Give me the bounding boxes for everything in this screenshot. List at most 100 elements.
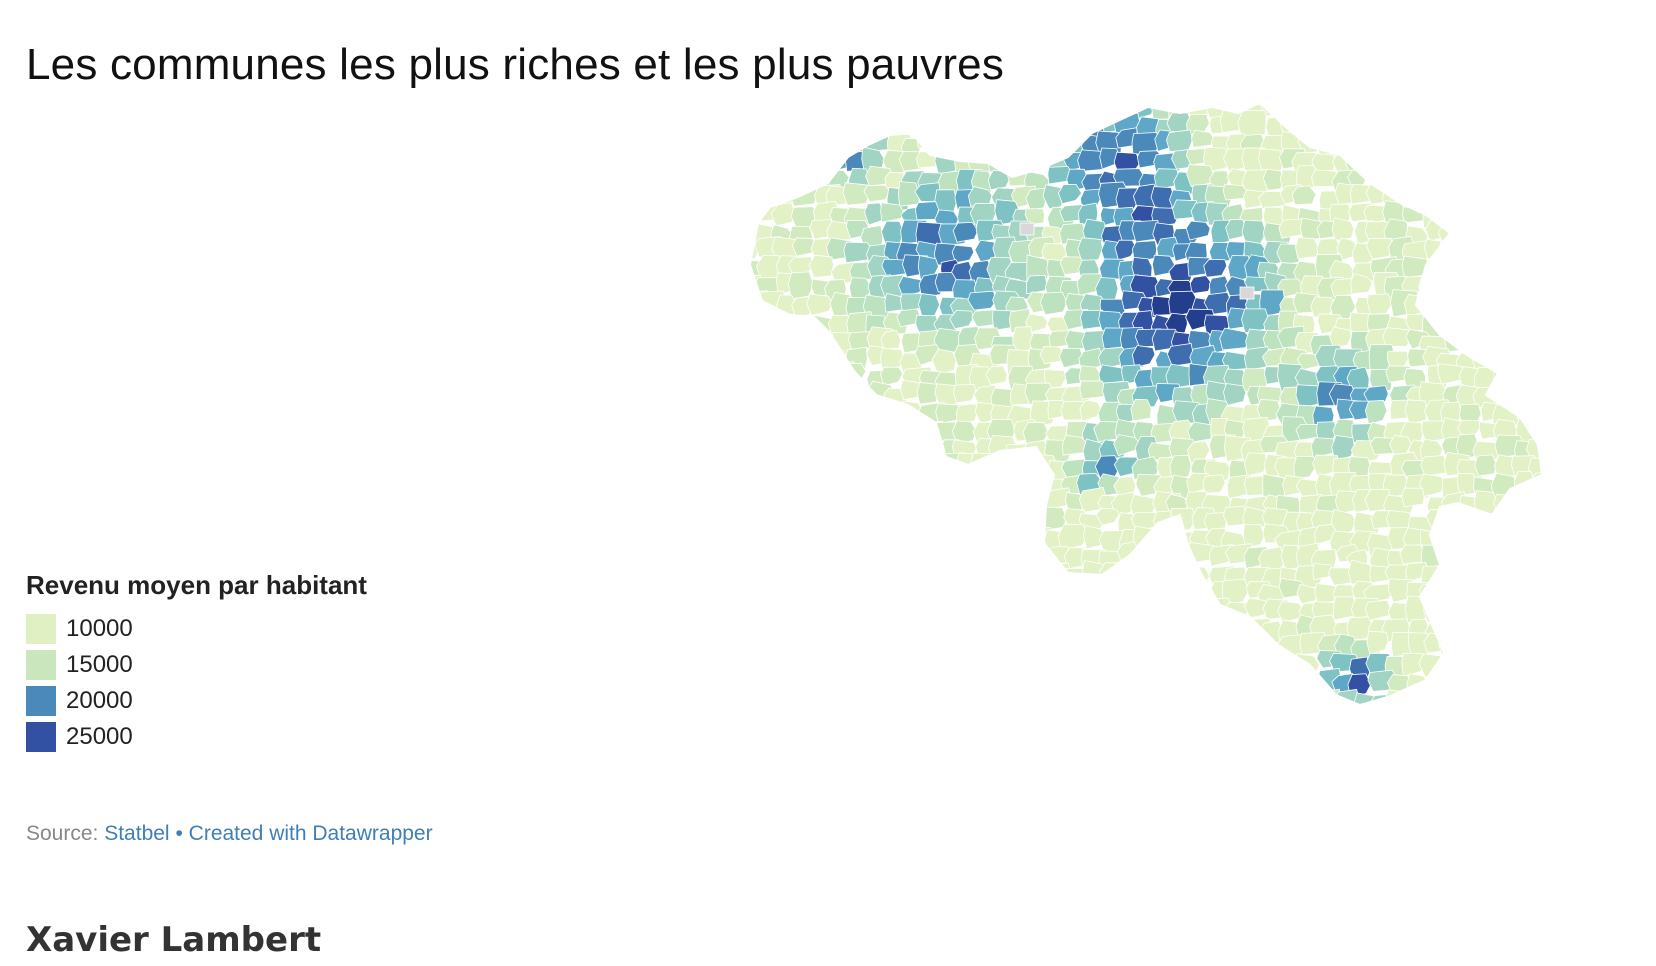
municipality-cell[interactable] bbox=[750, 707, 759, 730]
municipality-cell[interactable] bbox=[1242, 668, 1268, 691]
municipality-cell[interactable] bbox=[826, 691, 852, 717]
municipality-cell[interactable] bbox=[992, 668, 1019, 693]
municipality-cell[interactable] bbox=[1442, 314, 1471, 339]
municipality-cell[interactable] bbox=[933, 710, 956, 734]
municipality-cell[interactable] bbox=[1496, 514, 1527, 541]
municipality-cell[interactable] bbox=[1095, 507, 1120, 526]
municipality-cell[interactable] bbox=[1114, 669, 1142, 690]
municipality-cell[interactable] bbox=[1328, 105, 1356, 124]
municipality-cell[interactable] bbox=[885, 637, 909, 663]
municipality-cell[interactable] bbox=[972, 547, 1003, 564]
municipality-cell[interactable] bbox=[1407, 703, 1433, 727]
municipality-cell[interactable] bbox=[1165, 129, 1193, 152]
municipality-cell[interactable] bbox=[1083, 691, 1106, 720]
municipality-cell[interactable] bbox=[1531, 204, 1560, 231]
municipality-cell[interactable] bbox=[1204, 672, 1231, 697]
municipality-cell[interactable] bbox=[1437, 225, 1464, 244]
municipality-cell[interactable] bbox=[750, 150, 766, 177]
municipality-cell[interactable] bbox=[824, 565, 849, 588]
municipality-cell[interactable] bbox=[1129, 632, 1154, 655]
municipality-cell[interactable] bbox=[787, 271, 814, 301]
municipality-cell[interactable] bbox=[1401, 113, 1425, 133]
municipality-cell[interactable] bbox=[973, 599, 1004, 620]
municipality-cell[interactable] bbox=[1567, 344, 1590, 364]
municipality-cell[interactable] bbox=[1440, 255, 1465, 281]
municipality-cell[interactable] bbox=[777, 509, 808, 528]
municipality-cell[interactable] bbox=[951, 244, 975, 264]
municipality-cell[interactable] bbox=[1173, 615, 1196, 641]
municipality-cell[interactable] bbox=[1066, 712, 1094, 731]
municipality-cell[interactable] bbox=[777, 713, 800, 735]
municipality-cell[interactable] bbox=[967, 290, 998, 311]
municipality-cell[interactable] bbox=[917, 668, 942, 691]
municipality-cell[interactable] bbox=[1282, 687, 1305, 709]
municipality-cell[interactable] bbox=[933, 676, 960, 695]
municipality-cell[interactable] bbox=[865, 690, 896, 715]
municipality-cell[interactable] bbox=[1281, 671, 1305, 696]
municipality-cell[interactable] bbox=[772, 167, 800, 194]
municipality-cell[interactable] bbox=[1331, 217, 1355, 242]
municipality-cell[interactable] bbox=[794, 105, 819, 121]
municipality-cell[interactable] bbox=[1060, 400, 1088, 421]
municipality-cell[interactable] bbox=[1401, 653, 1426, 677]
municipality-cell[interactable] bbox=[1418, 690, 1445, 713]
municipality-cell[interactable] bbox=[1566, 280, 1590, 301]
municipality-cell[interactable] bbox=[974, 636, 1000, 661]
municipality-cell[interactable] bbox=[1223, 383, 1247, 406]
municipality-cell[interactable] bbox=[1004, 132, 1028, 156]
municipality-cell[interactable] bbox=[1008, 602, 1036, 622]
municipality-cell[interactable] bbox=[1569, 333, 1590, 352]
municipality-cell[interactable] bbox=[1170, 708, 1195, 729]
municipality-cell[interactable] bbox=[1026, 254, 1051, 282]
municipality-cell[interactable] bbox=[880, 329, 901, 350]
municipality-cell[interactable] bbox=[1513, 105, 1538, 117]
municipality-cell[interactable] bbox=[758, 331, 787, 354]
municipality-cell[interactable] bbox=[879, 658, 903, 679]
municipality-cell[interactable] bbox=[755, 367, 780, 393]
municipality-cell[interactable] bbox=[827, 116, 852, 142]
municipality-cell[interactable] bbox=[750, 603, 766, 630]
municipality-cell[interactable] bbox=[1443, 105, 1468, 121]
municipality-cell[interactable] bbox=[1514, 598, 1545, 622]
municipality-cell[interactable] bbox=[1491, 166, 1519, 187]
municipality-cell[interactable] bbox=[939, 508, 963, 534]
municipality-cell[interactable] bbox=[1421, 183, 1452, 205]
municipality-cell[interactable] bbox=[934, 613, 958, 641]
municipality-cell[interactable] bbox=[1564, 221, 1590, 241]
municipality-cell[interactable] bbox=[1534, 186, 1557, 206]
municipality-cell[interactable] bbox=[958, 510, 987, 529]
municipality-cell[interactable] bbox=[973, 711, 1000, 736]
municipality-cell[interactable] bbox=[949, 310, 974, 330]
municipality-cell[interactable] bbox=[904, 492, 929, 518]
municipality-cell[interactable] bbox=[829, 471, 858, 494]
municipality-cell[interactable] bbox=[1009, 614, 1033, 635]
municipality-cell[interactable] bbox=[754, 344, 779, 372]
municipality-cell[interactable] bbox=[1242, 524, 1266, 548]
municipality-cell[interactable] bbox=[1187, 597, 1210, 620]
municipality-cell[interactable] bbox=[750, 385, 769, 413]
municipality-cell[interactable] bbox=[1353, 105, 1378, 119]
municipality-cell[interactable] bbox=[1080, 639, 1108, 657]
municipality-cell[interactable] bbox=[861, 398, 888, 425]
municipality-cell[interactable] bbox=[1064, 583, 1087, 604]
municipality-cell[interactable] bbox=[841, 381, 870, 403]
municipality-cell[interactable] bbox=[1333, 118, 1357, 136]
municipality-cell[interactable] bbox=[844, 615, 874, 642]
municipality-cell[interactable] bbox=[808, 386, 832, 414]
municipality-cell[interactable] bbox=[1437, 183, 1466, 206]
municipality-cell[interactable] bbox=[1010, 476, 1035, 497]
municipality-cell[interactable] bbox=[1169, 454, 1192, 482]
municipality-cell[interactable] bbox=[1513, 542, 1537, 569]
municipality-cell[interactable] bbox=[1459, 637, 1488, 658]
municipality-cell[interactable] bbox=[1010, 712, 1033, 736]
municipality-cell[interactable] bbox=[1477, 105, 1505, 121]
municipality-cell[interactable] bbox=[847, 526, 875, 543]
municipality-cell[interactable] bbox=[1079, 399, 1102, 422]
municipality-cell[interactable] bbox=[1568, 297, 1590, 314]
municipality-cell[interactable] bbox=[1202, 636, 1227, 655]
municipality-cell[interactable] bbox=[1455, 258, 1484, 280]
municipality-cell[interactable] bbox=[1241, 308, 1270, 334]
municipality-cell[interactable] bbox=[1011, 689, 1035, 711]
municipality-cell[interactable] bbox=[883, 599, 910, 625]
municipality-cell[interactable] bbox=[1404, 399, 1428, 426]
